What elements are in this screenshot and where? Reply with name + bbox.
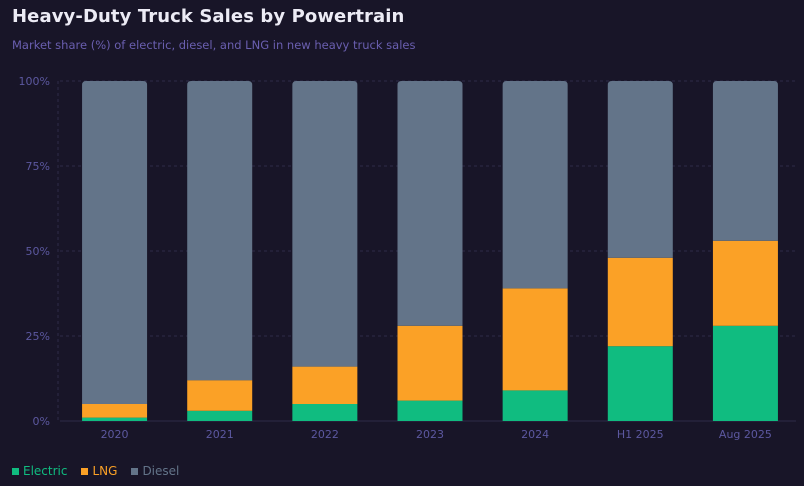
chart-title: Heavy-Duty Truck Sales by Powertrain — [12, 6, 405, 27]
bar-segment-diesel — [187, 81, 253, 381]
bar-segment-electric — [82, 417, 148, 421]
x-tick-label: H1 2025 — [617, 428, 664, 441]
bar-segment-electric — [712, 325, 778, 421]
bar-segment-electric — [397, 400, 463, 421]
bar-segment-lng — [292, 366, 358, 404]
bar-segment-electric — [607, 346, 673, 421]
legend-label: LNG — [92, 464, 118, 478]
legend-swatch — [131, 467, 139, 475]
y-tick-label: 25% — [26, 330, 50, 343]
y-tick-label: 50% — [26, 245, 50, 258]
legend: Electric LNG Diesel — [12, 464, 179, 478]
y-tick-label: 100% — [19, 75, 50, 88]
bar-segment-electric — [292, 404, 358, 421]
chart-subtitle: Market share (%) of electric, diesel, an… — [12, 38, 416, 52]
bar-segment-lng — [397, 325, 463, 401]
bar-segment-diesel — [292, 81, 358, 367]
x-tick-label: 2020 — [101, 428, 129, 441]
legend-label: Diesel — [142, 464, 180, 478]
bar-segment-lng — [607, 257, 673, 347]
y-tick-label: 75% — [26, 160, 50, 173]
bar-segment-lng — [502, 288, 568, 391]
x-tick-label: 2024 — [521, 428, 549, 441]
legend-item-electric: Electric — [12, 464, 67, 478]
bar-segment-diesel — [607, 81, 673, 258]
legend-swatch — [12, 467, 19, 475]
y-tick-label: 0% — [33, 415, 50, 428]
x-tick-label: 2022 — [311, 428, 339, 441]
bar-segment-diesel — [397, 81, 463, 326]
bar-segment-diesel — [712, 81, 778, 241]
bars — [82, 81, 778, 421]
x-tick-label: 2023 — [416, 428, 444, 441]
bar-segment-diesel — [82, 81, 148, 404]
legend-label: Electric — [23, 464, 68, 478]
legend-swatch — [81, 467, 89, 475]
bar-segment-electric — [187, 410, 253, 421]
x-tick-label: 2021 — [206, 428, 234, 441]
bar-segment-lng — [712, 240, 778, 326]
x-tick-label: Aug 2025 — [719, 428, 772, 441]
legend-item-diesel: Diesel — [131, 464, 179, 478]
bar-segment-electric — [502, 390, 568, 421]
bar-segment-lng — [187, 380, 253, 411]
bar-segment-diesel — [502, 81, 568, 289]
axes: 0% 25% 50% 75% 100% 2020 2021 2022 2023 2024 H1 20… — [19, 75, 772, 441]
legend-item-lng: LNG — [81, 464, 117, 478]
bar-segment-lng — [82, 404, 148, 418]
